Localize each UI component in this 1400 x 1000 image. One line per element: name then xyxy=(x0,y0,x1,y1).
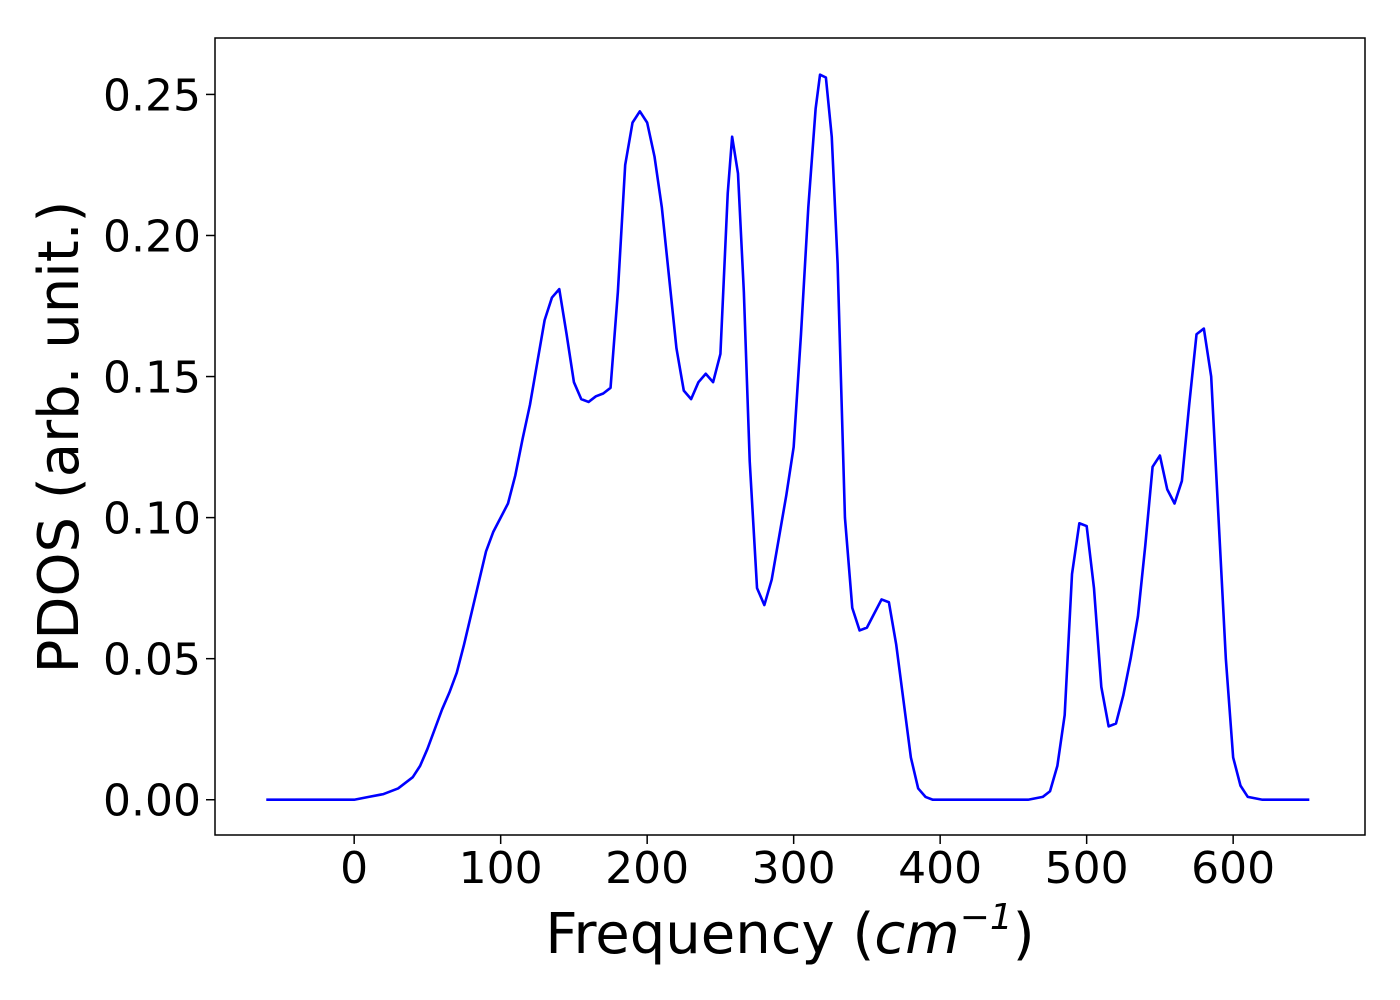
x-tick-label: 100 xyxy=(459,843,543,894)
y-tick-label: 0.15 xyxy=(103,353,201,404)
x-axis: 0 100 200 300 400 500 600 xyxy=(340,835,1275,894)
y-tick-label: 0.20 xyxy=(103,211,201,262)
y-tick-label: 0.05 xyxy=(103,635,201,686)
x-tick-label: 300 xyxy=(752,843,836,894)
y-tick-label: 0.00 xyxy=(103,776,201,827)
x-axis-title: Frequency (cm−1) xyxy=(545,897,1034,967)
x-tick-label: 400 xyxy=(898,843,982,894)
y-axis: 0.00 0.05 0.10 0.15 0.20 0.25 xyxy=(103,70,215,827)
plot-frame xyxy=(214,37,1366,836)
x-tick-label: 0 xyxy=(340,843,368,894)
series-line-0 xyxy=(266,73,1310,802)
x-tick-label: 200 xyxy=(605,843,689,894)
y-tick-label: 0.25 xyxy=(103,70,201,121)
x-tick-label: 500 xyxy=(1045,843,1129,894)
plot-content xyxy=(266,73,1310,802)
y-tick-label: 0.10 xyxy=(103,494,201,545)
x-tick-label: 600 xyxy=(1191,843,1275,894)
y-axis-title: PDOS (arb. unit.) xyxy=(27,201,92,674)
